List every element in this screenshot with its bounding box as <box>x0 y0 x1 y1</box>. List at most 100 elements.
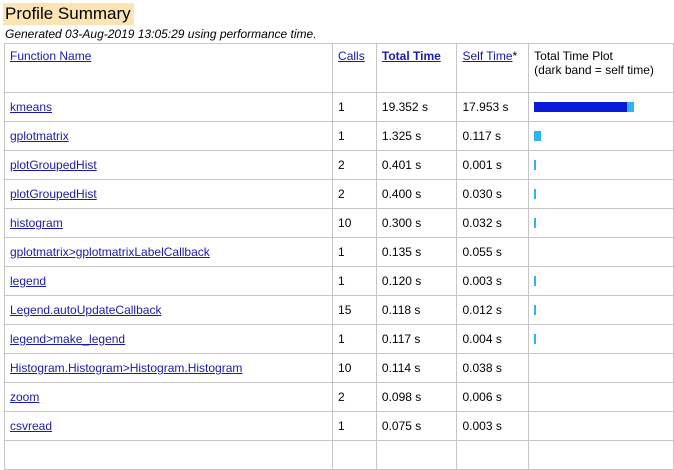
function-name-cell: plotGroupedHist <box>3 150 334 180</box>
calls-cell: 1 <box>332 266 377 296</box>
function-link[interactable]: Legend.autoUpdateCallback <box>10 303 162 317</box>
total-time-plot-cell <box>528 266 674 296</box>
header-function-name: Function Name <box>3 43 334 93</box>
function-name-cell: kmeans <box>3 92 334 122</box>
function-name-cell: gplotmatrix>gplotmatrixLabelCallback <box>3 237 334 267</box>
total-time-plot-cell <box>528 411 674 441</box>
calls-cell: 1 <box>332 121 377 151</box>
self-time-band <box>534 102 628 112</box>
function-name-cell: legend <box>3 266 334 296</box>
time-bar <box>534 305 673 315</box>
profile-summary-table: Function Name Calls Total Time Self Time… <box>3 43 674 470</box>
total-time-plot-cell <box>528 324 674 354</box>
table-row: legend 1 0.120 s 0.003 s <box>3 266 674 296</box>
total-time-cell: 0.114 s <box>375 353 458 383</box>
function-link[interactable]: legend <box>10 274 47 288</box>
function-link[interactable]: csvread <box>10 419 53 433</box>
total-time-cell: 0.120 s <box>375 266 458 296</box>
self-time-cell: 0.006 s <box>456 382 530 412</box>
function-name-cell <box>3 440 334 470</box>
total-time-cell: 0.400 s <box>375 179 458 209</box>
function-link[interactable]: histogram <box>10 216 63 230</box>
total-time-cell: 0.118 s <box>375 295 458 325</box>
total-time-plot-cell <box>528 121 674 151</box>
time-bar <box>534 334 673 344</box>
function-name-cell: histogram <box>3 208 334 238</box>
total-time-plot-cell <box>528 208 674 238</box>
time-bar <box>534 160 673 170</box>
page-title: Profile Summary <box>3 3 134 25</box>
table-row: histogram 10 0.300 s 0.032 s <box>3 208 674 238</box>
total-time-band <box>534 276 537 286</box>
total-time-band <box>534 218 537 228</box>
calls-cell: 2 <box>332 179 377 209</box>
self-time-cell: 0.001 s <box>456 150 530 180</box>
total-time-cell: 0.075 s <box>375 411 458 441</box>
plot-header-line1: Total Time Plot <box>534 49 613 63</box>
calls-cell <box>332 440 377 470</box>
generated-subtitle: Generated 03-Aug-2019 13:05:29 using per… <box>5 27 317 41</box>
sort-by-self-time-link[interactable]: Self Time <box>462 49 513 63</box>
sort-by-calls-link[interactable]: Calls <box>338 49 365 63</box>
time-bar <box>534 131 673 141</box>
total-time-plot-cell <box>528 179 674 209</box>
sort-by-function-name-link[interactable]: Function Name <box>10 49 92 63</box>
function-name-cell: plotGroupedHist <box>3 179 334 209</box>
total-time-plot-cell <box>528 382 674 412</box>
function-link[interactable]: zoom <box>10 390 40 404</box>
total-time-cell <box>375 440 458 470</box>
time-bar <box>534 189 673 199</box>
header-total-time-plot: Total Time Plot (dark band = self time) <box>528 43 674 93</box>
self-time-cell: 0.030 s <box>456 179 530 209</box>
total-time-cell: 19.352 s <box>375 92 458 122</box>
table-row: zoom 2 0.098 s 0.006 s <box>3 382 674 412</box>
function-name-cell: legend>make_legend <box>3 324 334 354</box>
plot-header-line2: (dark band = self time) <box>534 63 654 77</box>
function-link[interactable]: legend>make_legend <box>10 332 126 346</box>
calls-cell: 1 <box>332 411 377 441</box>
table-row: plotGroupedHist 2 0.400 s 0.030 s <box>3 179 674 209</box>
calls-cell: 1 <box>332 237 377 267</box>
calls-cell: 1 <box>332 92 377 122</box>
table-row: kmeans 1 19.352 s 17.953 s <box>3 92 674 122</box>
function-name-cell: zoom <box>3 382 334 412</box>
function-link[interactable]: Histogram.Histogram>Histogram.Histogram <box>10 361 243 375</box>
function-name-cell: Histogram.Histogram>Histogram.Histogram <box>3 353 334 383</box>
total-time-band <box>534 189 537 199</box>
table-body: kmeans 1 19.352 s 17.953 s gplotmatrix 1 1.325… <box>3 92 674 470</box>
time-bar <box>534 218 673 228</box>
total-time-plot-cell <box>528 440 674 470</box>
self-time-cell: 0.012 s <box>456 295 530 325</box>
function-link[interactable]: gplotmatrix>gplotmatrixLabelCallback <box>10 245 210 259</box>
total-time-cell: 0.117 s <box>375 324 458 354</box>
sort-by-total-time-link[interactable]: Total Time <box>381 49 441 63</box>
self-time-cell: 17.953 s <box>456 92 530 122</box>
function-link[interactable]: gplotmatrix <box>10 129 69 143</box>
calls-cell: 2 <box>332 382 377 412</box>
function-link[interactable]: plotGroupedHist <box>10 158 97 172</box>
table-row: plotGroupedHist 2 0.401 s 0.001 s <box>3 150 674 180</box>
table-row: legend>make_legend 1 0.117 s 0.004 s <box>3 324 674 354</box>
calls-cell: 10 <box>332 208 377 238</box>
function-name-cell: gplotmatrix <box>3 121 334 151</box>
self-time-cell: 0.117 s <box>456 121 530 151</box>
total-time-plot-cell <box>528 150 674 180</box>
total-time-cell: 0.098 s <box>375 382 458 412</box>
function-link[interactable]: plotGroupedHist <box>10 187 97 201</box>
function-link[interactable]: kmeans <box>10 100 53 114</box>
calls-cell: 10 <box>332 353 377 383</box>
total-time-band <box>534 305 537 315</box>
self-time-cell <box>456 440 530 470</box>
table-row: Histogram.Histogram>Histogram.Histogram 1… <box>3 353 674 383</box>
calls-cell: 15 <box>332 295 377 325</box>
header-total-time: Total Time <box>375 43 458 93</box>
table-header-row: Function Name Calls Total Time Self Time… <box>3 43 674 93</box>
self-time-cell: 0.032 s <box>456 208 530 238</box>
self-time-asterisk: * <box>512 49 518 63</box>
total-time-band <box>534 131 542 141</box>
function-name-cell: Legend.autoUpdateCallback <box>3 295 334 325</box>
page-title-wrap: Profile Summary <box>3 3 134 25</box>
header-self-time: Self Time* <box>456 43 530 93</box>
total-time-plot-cell <box>528 92 674 122</box>
table-row: Legend.autoUpdateCallback 15 0.118 s 0.012 … <box>3 295 674 325</box>
